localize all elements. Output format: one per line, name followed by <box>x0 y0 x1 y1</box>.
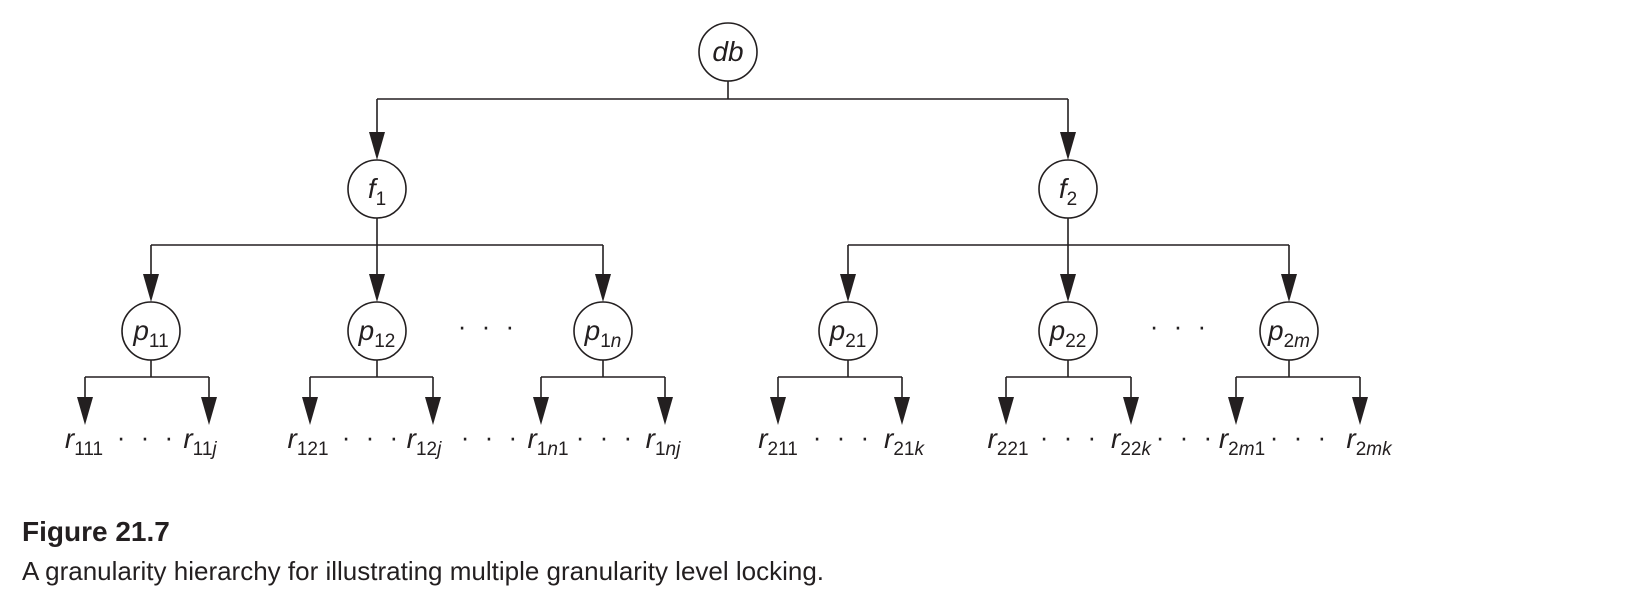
node-file-2-circle <box>1038 159 1098 219</box>
arrow-page-4-record-first-head <box>770 397 786 425</box>
record-label-9: r221 <box>987 423 1028 460</box>
arrow-root-file-1-head <box>369 132 385 160</box>
record-label-8: r21k <box>884 423 925 460</box>
arrow-file-page-4-head <box>840 274 856 302</box>
node-page-1-circle <box>121 301 181 361</box>
record-label-10: r22k <box>1111 423 1152 460</box>
arrow-page-1-record-first-head <box>77 397 93 425</box>
node-file-2-label: f2 <box>1059 173 1077 210</box>
record-ellipsis-7: · · · <box>1156 422 1216 452</box>
arrow-file-page-2-head <box>369 274 385 302</box>
record-ellipsis-8: · · · <box>1270 422 1330 452</box>
node-page-6-circle <box>1259 301 1319 361</box>
node-db-circle <box>698 22 758 82</box>
node-page-4-circle <box>818 301 878 361</box>
node-page-2-label: p12 <box>358 315 396 352</box>
figure-caption: A granularity hierarchy for illustrating… <box>22 556 825 586</box>
arrow-page-5-record-first-head <box>998 397 1014 425</box>
record-ellipsis-6: · · · <box>1040 422 1100 452</box>
node-file-1-label: f1 <box>368 173 386 210</box>
node-page-5-label: p22 <box>1049 315 1087 352</box>
arrow-file-page-1-head <box>143 274 159 302</box>
arrow-page-6-record-first-head <box>1228 397 1244 425</box>
record-label-3: r121 <box>287 423 328 460</box>
record-label-7: r211 <box>758 423 798 460</box>
arrow-page-6-record-last-head <box>1352 397 1368 425</box>
node-db-label: db <box>712 36 743 67</box>
node-page-5-circle <box>1038 301 1098 361</box>
arrow-page-1-record-last-head <box>201 397 217 425</box>
record-label-1: r111 <box>65 423 103 460</box>
page-ellipsis-1: · · · <box>458 311 518 341</box>
granularity-hierarchy-diagram: db f1 f2 p11 p12 p1n p21 p22 p2m · · · · · · r111 r1… <box>65 22 1393 460</box>
node-page-6-label: p2m <box>1267 315 1310 352</box>
record-ellipsis-5: · · · <box>813 422 873 452</box>
record-label-4: r12j <box>407 423 442 460</box>
node-page-4-label: p21 <box>829 315 867 352</box>
record-ellipsis-2: · · · <box>342 422 402 452</box>
arrow-root-file-2-head <box>1060 132 1076 160</box>
record-label-6: r1nj <box>646 423 681 460</box>
node-page-2-circle <box>347 301 407 361</box>
record-label-11: r2m1 <box>1219 423 1265 460</box>
arrow-page-3-record-first-head <box>533 397 549 425</box>
arrow-page-2-record-last-head <box>425 397 441 425</box>
arrow-page-2-record-first-head <box>302 397 318 425</box>
record-label-2: r11j <box>183 423 217 460</box>
record-label-12: r2mk <box>1346 423 1393 460</box>
node-page-3-circle <box>573 301 633 361</box>
record-ellipsis-4: · · · <box>576 422 636 452</box>
page-ellipsis-2: · · · <box>1150 311 1210 341</box>
record-ellipsis-3: · · · <box>461 422 521 452</box>
arrow-file-page-6-head <box>1281 274 1297 302</box>
arrow-file-page-5-head <box>1060 274 1076 302</box>
node-page-3-label: p1n <box>584 315 622 352</box>
record-label-5: r1n1 <box>527 423 568 460</box>
arrow-page-5-record-last-head <box>1123 397 1139 425</box>
arrow-page-4-record-last-head <box>894 397 910 425</box>
record-ellipsis-1: · · · <box>117 422 177 452</box>
arrow-page-3-record-last-head <box>657 397 673 425</box>
node-page-1-label: p11 <box>132 315 168 352</box>
arrow-file-page-3-head <box>595 274 611 302</box>
node-file-1-circle <box>347 159 407 219</box>
figure-label: Figure 21.7 <box>22 516 170 547</box>
